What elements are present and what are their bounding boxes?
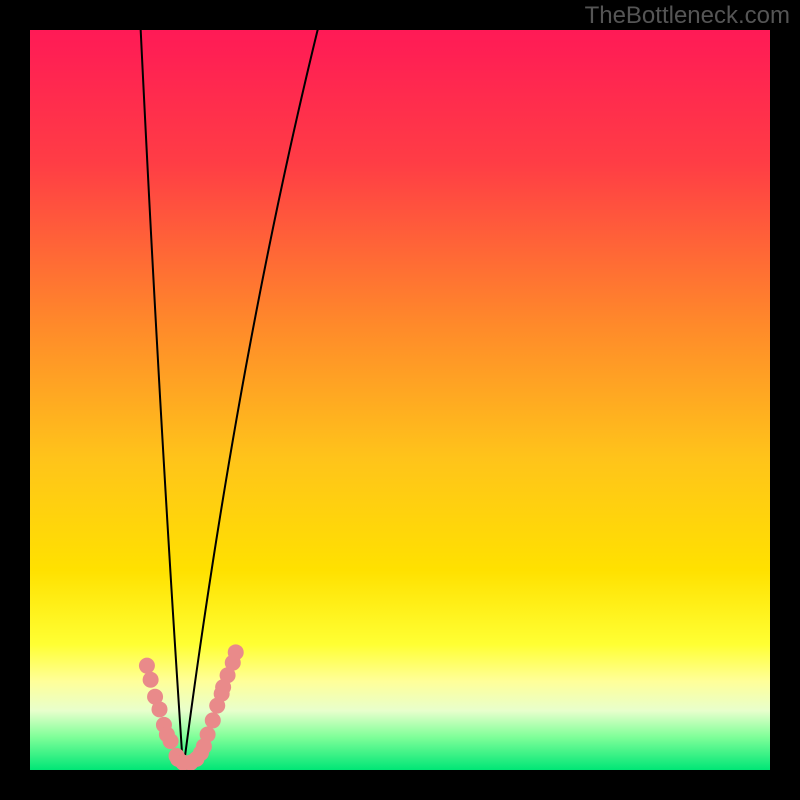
data-marker (205, 712, 221, 728)
bottleneck-chart (0, 0, 800, 800)
data-marker (200, 726, 216, 742)
data-marker (152, 701, 168, 717)
data-marker (143, 672, 159, 688)
watermark-text: TheBottleneck.com (585, 2, 790, 30)
data-marker (163, 733, 179, 749)
data-marker (228, 644, 244, 660)
chart-background (30, 30, 770, 770)
data-marker (139, 658, 155, 674)
